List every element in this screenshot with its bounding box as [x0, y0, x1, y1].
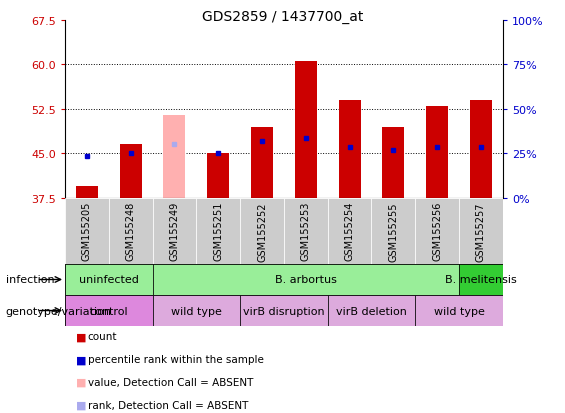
Text: wild type: wild type [433, 306, 485, 316]
Text: GSM155249: GSM155249 [170, 202, 180, 261]
Text: uninfected: uninfected [79, 275, 138, 285]
Text: virB deletion: virB deletion [336, 306, 407, 316]
Text: GSM155252: GSM155252 [257, 202, 267, 261]
Bar [328, 295, 415, 326]
Bar [153, 198, 197, 264]
Text: GSM155205: GSM155205 [82, 202, 92, 261]
Bar [240, 198, 284, 264]
Bar [65, 264, 153, 295]
Text: ■: ■ [76, 354, 87, 364]
Bar [251, 127, 273, 198]
Text: GSM155256: GSM155256 [432, 202, 442, 261]
Bar [65, 198, 109, 264]
Text: GSM155255: GSM155255 [388, 202, 398, 261]
Text: rank, Detection Call = ABSENT: rank, Detection Call = ABSENT [88, 400, 248, 410]
Bar [295, 62, 317, 198]
Text: value, Detection Call = ABSENT: value, Detection Call = ABSENT [88, 377, 253, 387]
Text: infection: infection [6, 275, 54, 285]
Text: count: count [88, 332, 117, 342]
Text: B. arbortus: B. arbortus [275, 275, 337, 285]
Bar [415, 198, 459, 264]
Text: GSM155251: GSM155251 [213, 202, 223, 261]
Bar [459, 198, 503, 264]
Text: GSM155254: GSM155254 [345, 202, 355, 261]
Bar [338, 100, 360, 198]
Text: GDS2859 / 1437700_at: GDS2859 / 1437700_at [202, 10, 363, 24]
Bar [207, 154, 229, 198]
Bar [108, 198, 153, 264]
Text: B. melitensis: B. melitensis [445, 275, 517, 285]
Text: percentile rank within the sample: percentile rank within the sample [88, 354, 263, 364]
Bar [383, 127, 405, 198]
Text: genotype/variation: genotype/variation [6, 306, 112, 316]
Bar [426, 107, 448, 198]
Bar [197, 198, 240, 264]
Text: GSM155257: GSM155257 [476, 202, 486, 261]
Bar [328, 198, 372, 264]
Text: ■: ■ [76, 400, 87, 410]
Bar [459, 264, 503, 295]
Text: ■: ■ [76, 377, 87, 387]
Bar [153, 264, 459, 295]
Bar [372, 198, 415, 264]
Bar [163, 115, 185, 198]
Bar [65, 295, 153, 326]
Bar [76, 186, 98, 198]
Bar [415, 295, 503, 326]
Text: control: control [89, 306, 128, 316]
Text: GSM155248: GSM155248 [125, 202, 136, 261]
Bar [470, 100, 492, 198]
Bar [120, 145, 142, 198]
Text: ■: ■ [76, 332, 87, 342]
Bar [240, 295, 328, 326]
Bar [284, 198, 328, 264]
Bar [153, 295, 240, 326]
Text: GSM155253: GSM155253 [301, 202, 311, 261]
Text: virB disruption: virB disruption [243, 306, 325, 316]
Text: wild type: wild type [171, 306, 222, 316]
